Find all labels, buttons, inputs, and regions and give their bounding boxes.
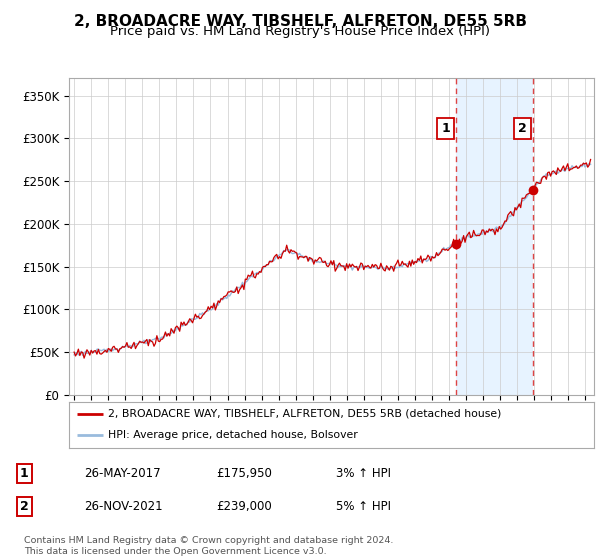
Text: 26-NOV-2021: 26-NOV-2021 [84,500,163,514]
Text: 5% ↑ HPI: 5% ↑ HPI [336,500,391,514]
Text: £175,950: £175,950 [216,466,272,480]
Text: £239,000: £239,000 [216,500,272,514]
Text: Contains HM Land Registry data © Crown copyright and database right 2024.: Contains HM Land Registry data © Crown c… [24,536,394,545]
Text: 1: 1 [20,466,28,480]
Bar [456,78,533,395]
Text: 3% ↑ HPI: 3% ↑ HPI [336,466,391,480]
Text: 1: 1 [442,122,450,135]
Text: 26-MAY-2017: 26-MAY-2017 [84,466,161,480]
Text: This data is licensed under the Open Government Licence v3.0.: This data is licensed under the Open Gov… [24,547,326,556]
Text: Price paid vs. HM Land Registry's House Price Index (HPI): Price paid vs. HM Land Registry's House … [110,25,490,38]
Text: 2, BROADACRE WAY, TIBSHELF, ALFRETON, DE55 5RB (detached house): 2, BROADACRE WAY, TIBSHELF, ALFRETON, DE… [109,409,502,418]
Text: HPI: Average price, detached house, Bolsover: HPI: Average price, detached house, Bols… [109,430,358,440]
Text: 2: 2 [20,500,28,514]
Text: 2, BROADACRE WAY, TIBSHELF, ALFRETON, DE55 5RB: 2, BROADACRE WAY, TIBSHELF, ALFRETON, DE… [74,14,527,29]
Text: 2: 2 [518,122,527,135]
